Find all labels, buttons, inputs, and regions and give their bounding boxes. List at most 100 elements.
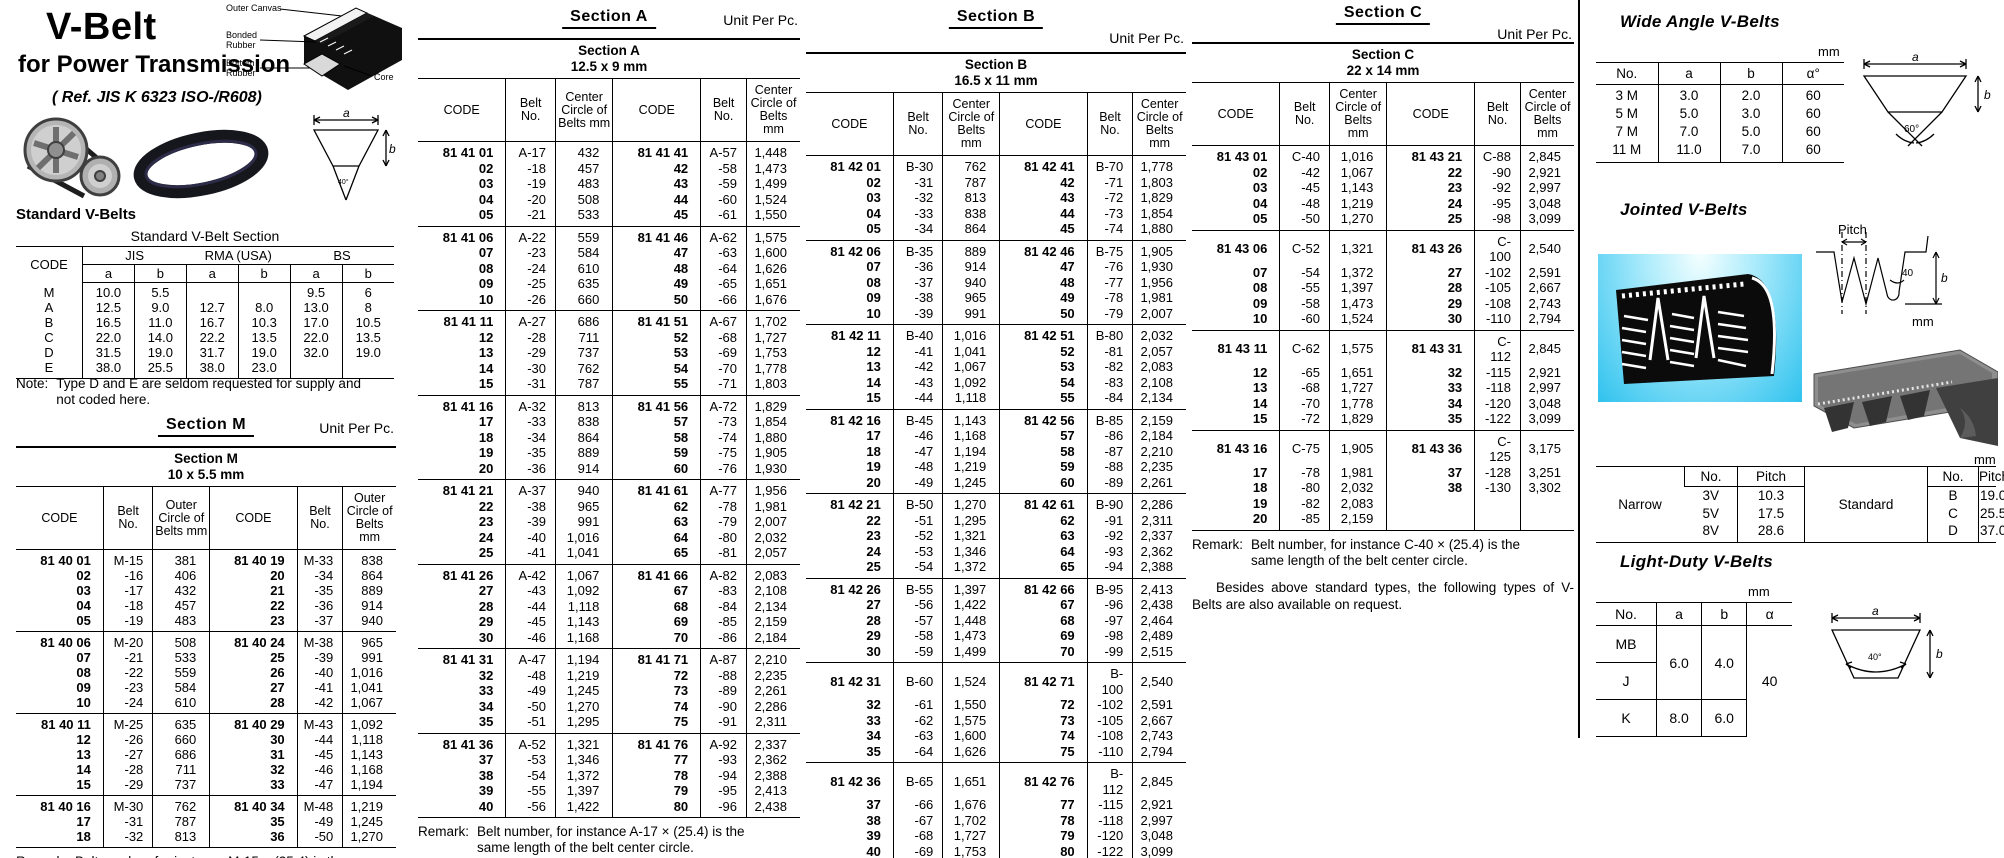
- cell: 914: [555, 460, 613, 480]
- cell: 2,489: [1132, 628, 1186, 644]
- cell: 1,829: [746, 395, 800, 414]
- cell: 3,099: [1132, 843, 1186, 858]
- cell: 787: [152, 814, 210, 829]
- table-row: 25 -54 1,372 65 -94 2,388: [806, 559, 1186, 578]
- cell: 686: [152, 747, 210, 762]
- cell: 2,083: [746, 564, 800, 583]
- cell: -72: [1279, 411, 1330, 430]
- cell: 38: [1386, 480, 1475, 496]
- cell: 2,921: [1132, 797, 1186, 813]
- cell: 12: [1252, 364, 1268, 380]
- cell: 22.0: [289, 330, 343, 345]
- cell: -74: [700, 429, 747, 445]
- cell: -59: [892, 643, 943, 663]
- cell: -29: [505, 345, 556, 361]
- cell: 77: [612, 752, 701, 768]
- note-text: Type D and E are seldom requested for su…: [56, 376, 361, 407]
- col-header: Belt No.: [700, 78, 747, 142]
- cell: 38: [478, 767, 494, 783]
- cell: 1,702: [746, 310, 800, 330]
- label-bonded-rubber: Bonded Rubber: [226, 30, 257, 50]
- cell: -94: [1086, 559, 1133, 578]
- cell: 18: [76, 829, 91, 844]
- label-core: Core: [374, 72, 394, 82]
- cell: 08: [478, 260, 494, 276]
- cell: -53: [505, 752, 556, 768]
- cell: 2,057: [1132, 343, 1186, 359]
- col-header-b: b: [341, 264, 394, 283]
- table-row: 15 -44 1,118 55 -84 2,134: [806, 390, 1186, 409]
- cell: 81 42 71: [999, 662, 1088, 697]
- cell: 07: [478, 245, 494, 260]
- remark-text: Belt number, for instance A-17 × (25.4) …: [477, 824, 745, 855]
- cell: 2,210: [1132, 443, 1186, 459]
- cell: -83: [700, 583, 747, 599]
- col-header: CODE: [1192, 82, 1280, 146]
- cell: 1,372: [555, 767, 613, 783]
- cell: -31: [892, 174, 943, 190]
- table-row: 5 M 5.0 3.0 60: [1596, 105, 1844, 123]
- cell: 2,540: [1520, 230, 1574, 265]
- cell: -81: [700, 545, 747, 564]
- remark-label: Remark:: [418, 824, 470, 839]
- cell: 914: [342, 598, 396, 613]
- cell: 7.0: [1719, 141, 1782, 163]
- cell: 81 41 56: [612, 395, 701, 414]
- table-row: 81 40 01 M-15 381 81 40 19 M-33 838: [16, 549, 396, 568]
- cell: -20: [505, 191, 556, 207]
- cell: 81 40 19: [209, 549, 298, 568]
- cell: M-38: [296, 631, 343, 650]
- cell: 889: [942, 240, 1000, 259]
- cell: 60: [612, 460, 701, 480]
- cell: 635: [555, 276, 613, 292]
- cell: -74: [1086, 221, 1133, 240]
- cell: -19: [102, 613, 153, 632]
- cell: 35: [866, 743, 881, 759]
- table-row: 81 40 11 M-25 635 81 40 29 M-43 1,092: [16, 713, 396, 732]
- table-row: 22 -51 1,295 62 -91 2,311: [806, 512, 1186, 528]
- cell: 23: [1386, 180, 1475, 196]
- cell: -17: [102, 583, 153, 598]
- cell: 1,143: [555, 614, 613, 630]
- cell: 81 43 31: [1386, 330, 1475, 365]
- cell: 65: [612, 545, 701, 564]
- cell: 81 41 26: [442, 567, 494, 583]
- cell: 15: [478, 376, 494, 391]
- cell: 05: [478, 207, 494, 222]
- cell: 15: [76, 777, 91, 792]
- cell: -23: [505, 245, 556, 261]
- cell: 965: [342, 631, 396, 650]
- cell: -110: [1474, 311, 1521, 330]
- cell: 533: [555, 207, 613, 226]
- cell: 1,473: [1329, 295, 1387, 311]
- cell: 59: [999, 459, 1088, 475]
- cell: 35: [478, 714, 494, 729]
- section-m-title: Section M: [157, 416, 255, 437]
- col-group-rma: RMA (USA): [186, 246, 291, 265]
- cell: -78: [1086, 290, 1133, 306]
- cell: M-25: [102, 713, 153, 732]
- cell: 81 41 16: [442, 398, 494, 414]
- cell: 18: [866, 443, 881, 459]
- cell: -118: [1474, 380, 1521, 396]
- cell: 09: [866, 290, 881, 305]
- remark-text: Belt number, for instance M-15 × (25.4) …: [75, 854, 346, 858]
- cell: -34: [296, 568, 343, 583]
- table-row: 14 -30 762 54 -70 1,778: [418, 360, 800, 376]
- cell: 1,067: [555, 564, 613, 583]
- cell: 1,473: [942, 628, 1000, 644]
- cell: 1,600: [746, 245, 800, 261]
- table-row: 81 40 06 M-20 508 81 40 24 M-38 965: [16, 631, 396, 650]
- cell: 64: [612, 529, 701, 545]
- cell: 2,108: [1132, 374, 1186, 390]
- cell: A-57: [700, 141, 747, 161]
- cell: -30: [505, 360, 556, 376]
- col-header: CODE: [806, 92, 894, 156]
- cell: 2,134: [746, 598, 800, 614]
- cell: 14: [478, 360, 494, 376]
- cell: 81 43 06: [1216, 241, 1268, 257]
- col-header: Center Circle of Belts mm: [1520, 82, 1574, 146]
- cell: 940: [942, 274, 1000, 290]
- table-row: 28 -57 1,448 68 -97 2,464: [806, 612, 1186, 628]
- table-row: 10 -60 1,524 30 -110 2,794: [1192, 311, 1574, 330]
